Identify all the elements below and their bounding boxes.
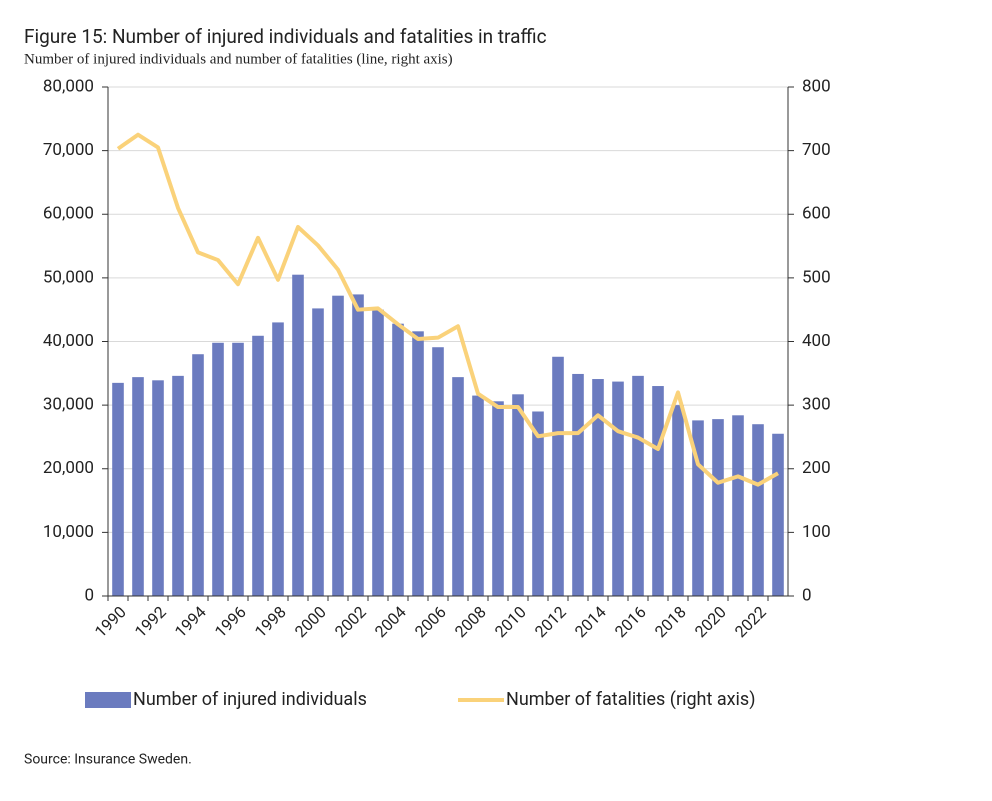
bar [672, 405, 684, 596]
y-tick-label: 10,000 [43, 522, 94, 542]
bar [612, 381, 624, 596]
x-tick-label: 2000 [291, 602, 330, 641]
legend-label: Number of injured individuals [133, 689, 367, 710]
x-tick-label: 2004 [371, 602, 410, 641]
x-tick-label: 2008 [451, 602, 490, 641]
y2-tick-label: 200 [802, 458, 831, 478]
bar [332, 295, 344, 596]
y-tick-label: 40,000 [43, 331, 94, 351]
x-tick-label: 2012 [531, 602, 570, 641]
bar [432, 347, 444, 596]
y-tick-label: 30,000 [43, 395, 94, 415]
x-tick-label: 2014 [571, 602, 610, 641]
y2-tick-label: 300 [802, 395, 831, 415]
bar [352, 294, 364, 596]
bar [692, 420, 704, 596]
x-tick-label: 2020 [691, 602, 730, 641]
legend-swatch [85, 692, 131, 708]
x-tick-label: 2018 [651, 602, 690, 641]
bar [452, 377, 464, 596]
x-tick-label: 1992 [131, 602, 170, 641]
y-tick-label: 60,000 [43, 204, 94, 224]
bar [232, 342, 244, 596]
bar [492, 401, 504, 596]
y2-tick-label: 600 [802, 204, 831, 224]
y-tick-label: 0 [84, 585, 94, 605]
y2-tick-label: 0 [802, 585, 812, 605]
bar [592, 379, 604, 596]
y2-tick-label: 500 [802, 267, 831, 287]
x-tick-label: 2010 [491, 602, 530, 641]
source: Source: Insurance Sweden. [24, 752, 192, 768]
bar [112, 382, 124, 596]
bar [252, 335, 264, 596]
bar [572, 373, 584, 596]
x-tick-label: 2016 [611, 602, 650, 641]
y2-tick-label: 800 [802, 76, 831, 96]
chart-subtitle: Number of injured individuals and number… [24, 51, 453, 67]
bar [412, 331, 424, 596]
bar [212, 342, 224, 596]
y-tick-label: 80,000 [43, 76, 94, 96]
bar [632, 375, 644, 596]
x-tick-label: 2002 [331, 602, 370, 641]
bar [752, 424, 764, 596]
bar [132, 377, 144, 596]
bar [532, 411, 544, 596]
bar [652, 386, 664, 596]
y-tick-label: 70,000 [43, 140, 94, 160]
line [116, 132, 779, 487]
y2-tick-label: 400 [802, 331, 831, 351]
y2-tick-label: 100 [802, 522, 831, 542]
x-tick-label: 2022 [731, 602, 770, 641]
bar [152, 380, 164, 596]
bar [292, 274, 304, 596]
bar [712, 419, 724, 596]
bar [392, 323, 404, 596]
bar [772, 433, 784, 596]
y2-tick-label: 700 [802, 140, 831, 160]
bar [272, 322, 284, 596]
bar [192, 354, 204, 596]
x-tick-label: 1996 [211, 602, 250, 641]
bar [312, 308, 324, 596]
chart-title: Figure 15: Number of injured individuals… [24, 25, 547, 48]
x-tick-label: 1990 [91, 602, 130, 641]
legend-label: Number of fatalities (right axis) [506, 689, 755, 710]
y-tick-label: 50,000 [43, 267, 94, 287]
x-tick-label: 1998 [251, 602, 290, 641]
bar [372, 309, 384, 596]
y-tick-label: 20,000 [43, 458, 94, 478]
bar [172, 375, 184, 596]
bar [732, 415, 744, 596]
x-tick-label: 2006 [411, 602, 450, 641]
bar [472, 395, 484, 596]
bar [512, 394, 524, 596]
bar [552, 356, 564, 596]
x-tick-label: 1994 [171, 602, 210, 641]
